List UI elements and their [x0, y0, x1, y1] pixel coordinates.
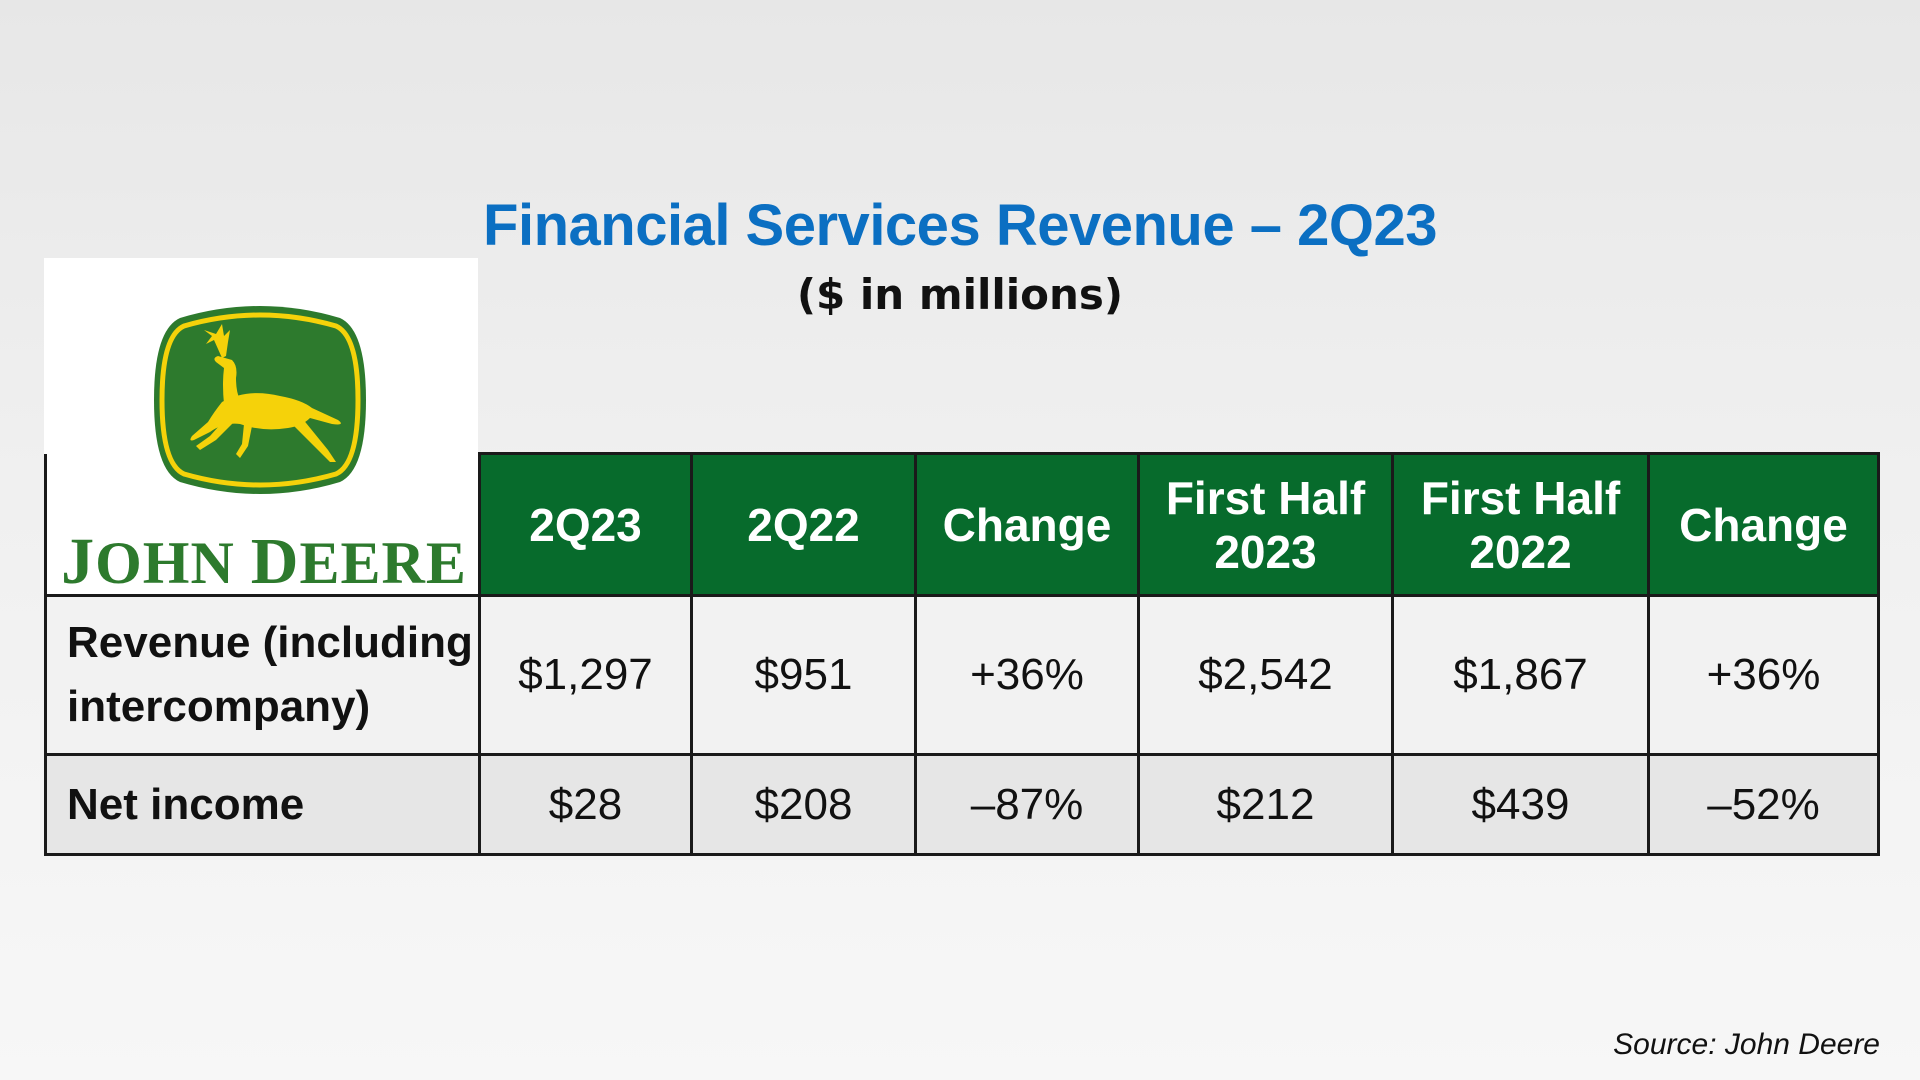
table-cell: –52% — [1647, 753, 1880, 856]
corner-cell — [44, 453, 481, 597]
column-header-change-quarter: Change — [914, 452, 1140, 597]
row-label-revenue: Revenue (including intercompany) — [44, 593, 481, 757]
column-header-text: First Half — [1165, 471, 1366, 524]
table-row-revenue: Revenue (including intercompany) $1,297 $… — [44, 593, 1880, 757]
row-label-net-income: Net income — [44, 753, 481, 856]
chart-subtitle: ($ in millions) — [796, 270, 1124, 319]
header-row: 2Q23 2Q22 Change First Half 2023 First Ha… — [44, 452, 1880, 597]
column-header-text: 2022 — [1469, 525, 1572, 578]
row-label-text: Net income — [67, 779, 305, 829]
row-label-text: Revenue (including — [67, 618, 473, 668]
column-header-text: First Half — [1420, 471, 1621, 524]
column-header-first-half-2022: First Half 2022 — [1391, 452, 1650, 597]
column-header-first-half-2023: First Half 2023 — [1137, 452, 1394, 597]
table-cell: $28 — [478, 753, 693, 856]
table-cell: +36% — [1647, 593, 1880, 757]
leaping-deer-logo-icon — [154, 306, 366, 494]
table-cell: $1,297 — [478, 593, 693, 757]
table-cell: +36% — [914, 593, 1140, 757]
table-cell: –87% — [914, 753, 1140, 856]
table-cell: $439 — [1391, 753, 1650, 856]
table-row-net-income: Net income $28 $208 –87% $212 $439 –52% — [44, 753, 1880, 856]
table-cell: $1,867 — [1391, 593, 1650, 757]
source-note: Source: John Deere — [1613, 1028, 1880, 1061]
column-header-text: Change — [1679, 498, 1848, 551]
column-header-change-half: Change — [1647, 452, 1880, 597]
row-label-text: intercompany) — [67, 682, 371, 732]
table-cell: $212 — [1137, 753, 1394, 856]
column-header-text: Change — [942, 498, 1112, 551]
column-header-2q22: 2Q22 — [690, 452, 917, 597]
table-cell: $208 — [690, 753, 917, 856]
chart-title: Financial Services Revenue – 2Q23 — [483, 193, 1437, 258]
table-cell: $951 — [690, 593, 917, 757]
column-header-text: 2Q22 — [747, 498, 860, 551]
column-header-2q23: 2Q23 — [478, 452, 693, 597]
table-cell: $2,542 — [1137, 593, 1394, 757]
financial-table: 2Q23 2Q22 Change First Half 2023 First Ha… — [44, 452, 1880, 856]
column-header-text: 2023 — [1214, 525, 1317, 578]
column-header-text: 2Q23 — [529, 498, 642, 551]
